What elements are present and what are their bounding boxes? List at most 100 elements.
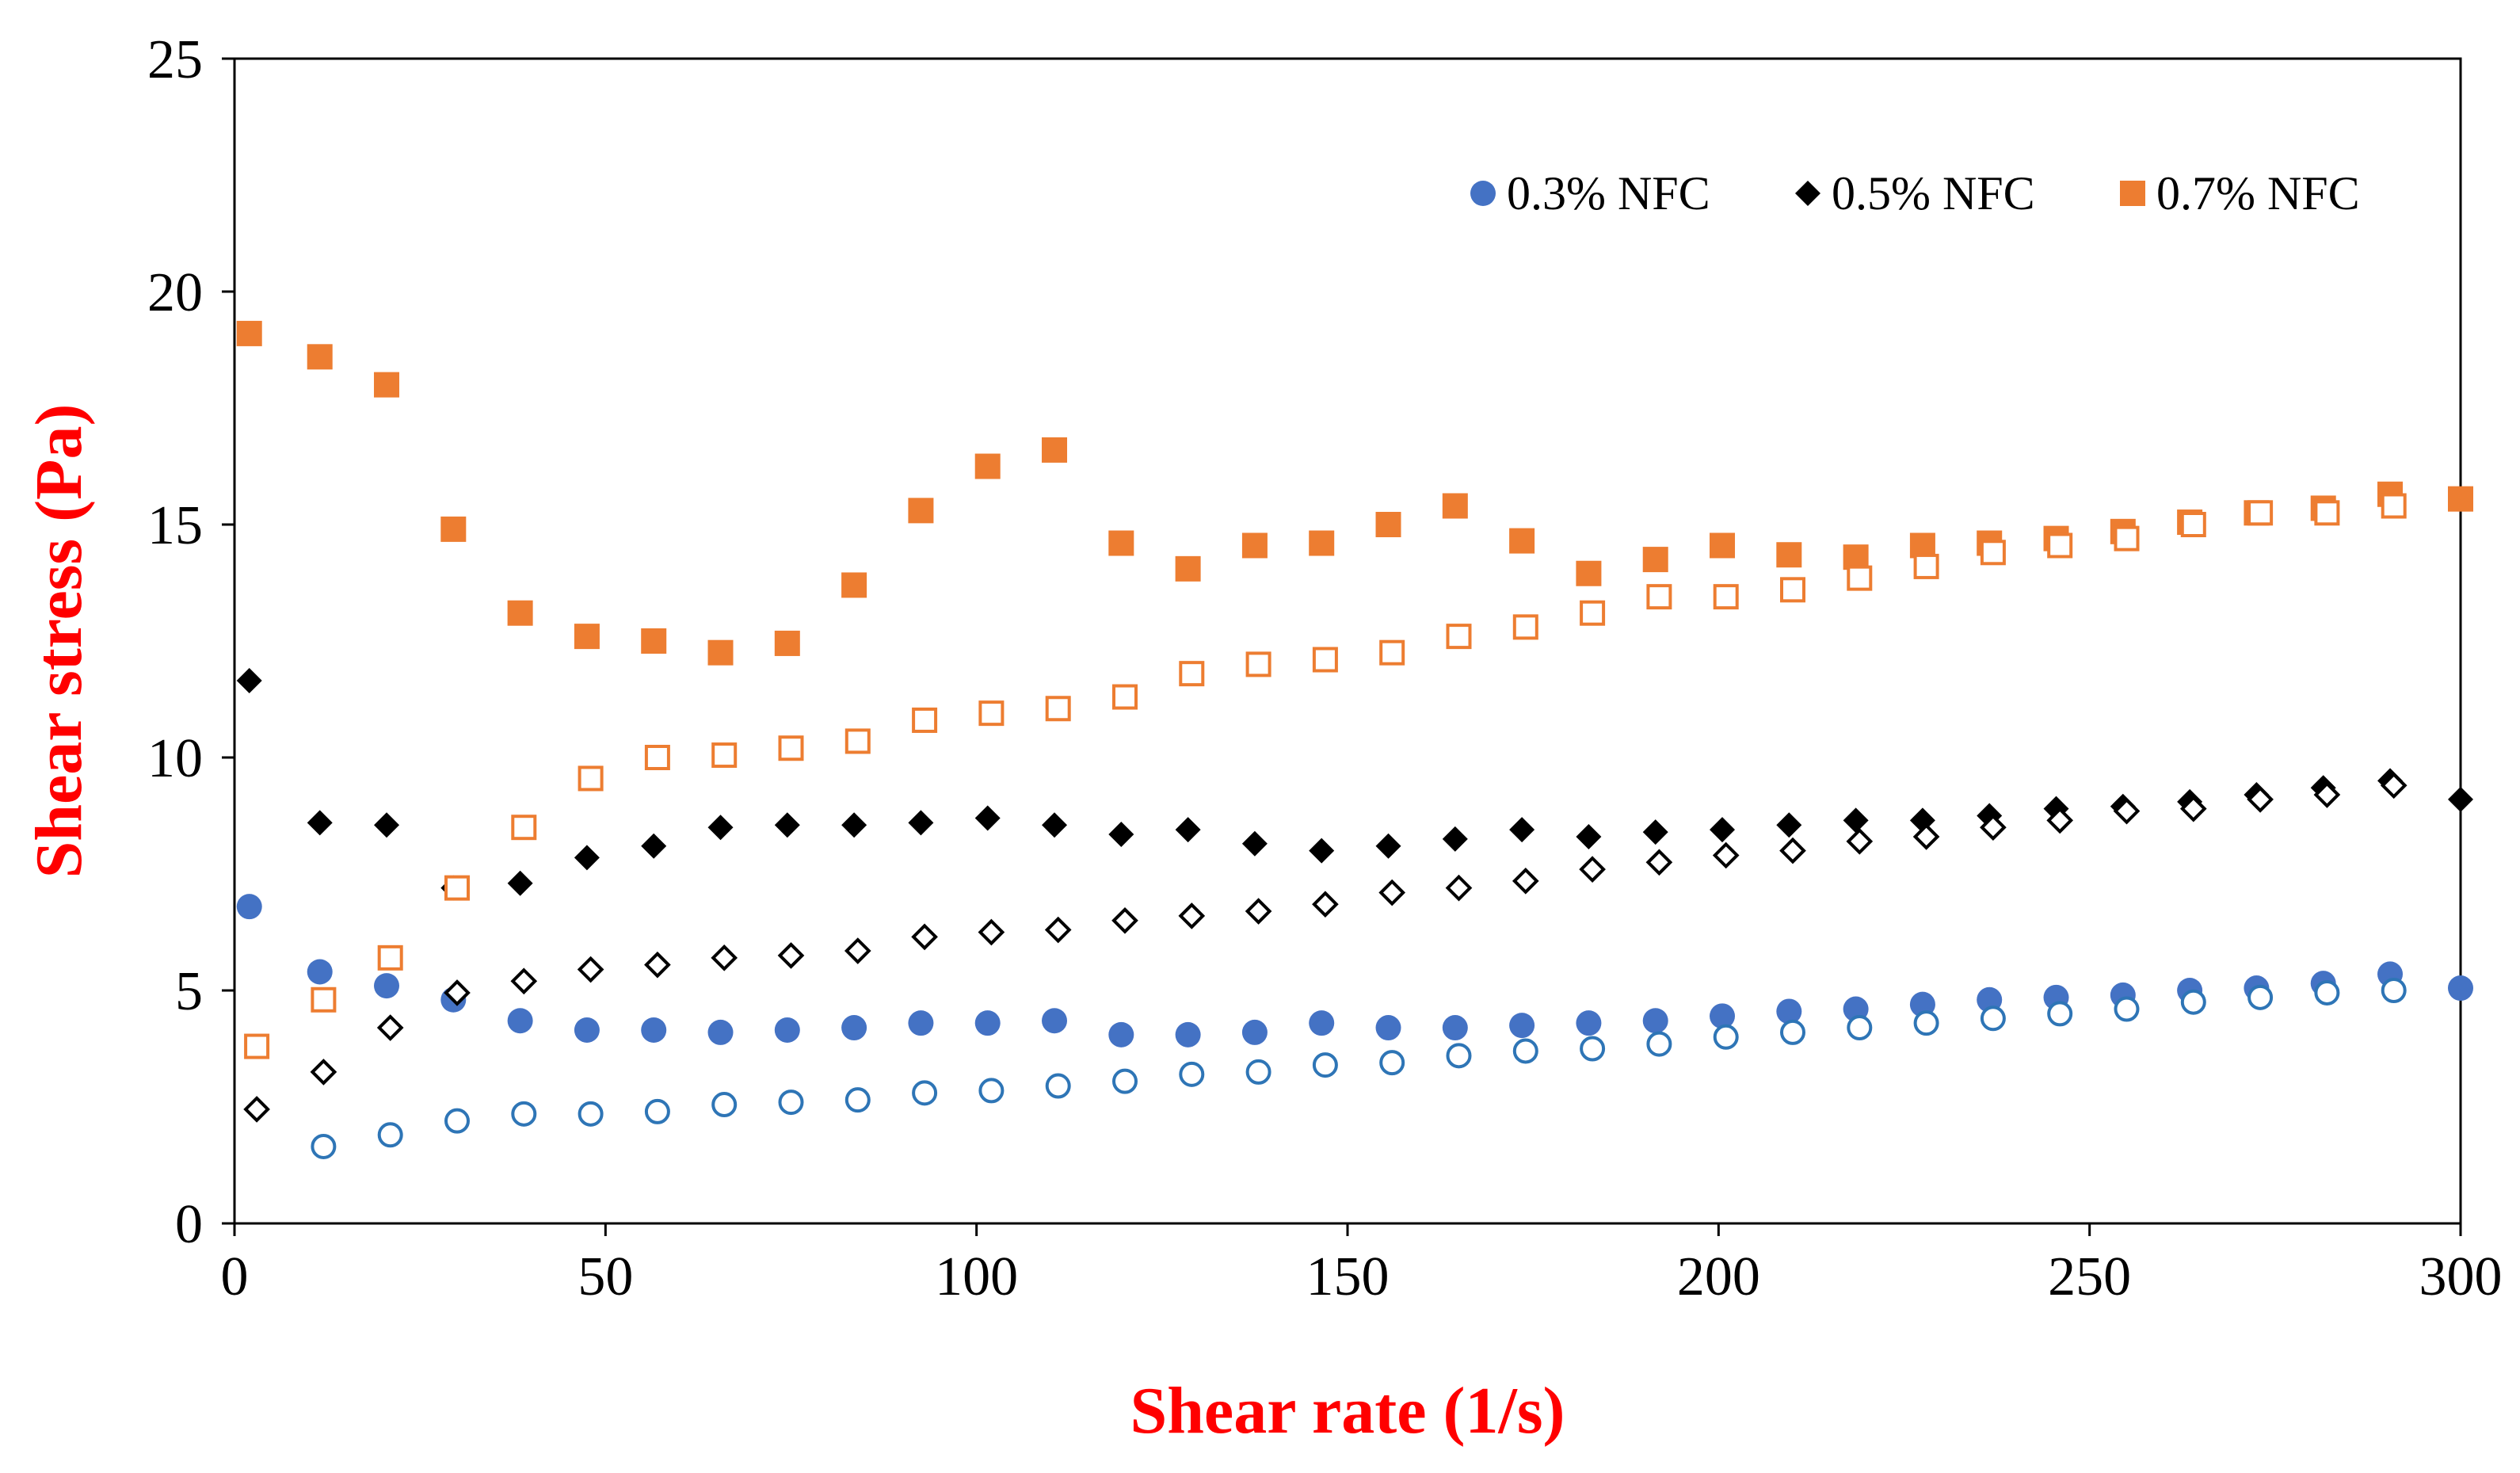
data-point: [1312, 647, 1338, 673]
data-point: [510, 967, 538, 995]
data-point: [1111, 906, 1138, 934]
data-point: [1576, 1010, 1602, 1036]
data-point: [577, 956, 604, 983]
data-point: [1780, 1019, 1805, 1045]
data-point: [574, 624, 600, 650]
x-tick-label: 300: [2419, 1246, 2503, 1307]
data-point: [511, 815, 537, 841]
data-point: [711, 742, 738, 769]
legend-label: 0.5% NFC: [1832, 167, 2035, 219]
data-point: [1045, 696, 1071, 722]
data-point: [1312, 1052, 1338, 1078]
data-point: [1442, 493, 1468, 519]
data-point: [377, 944, 403, 971]
data-point: [2314, 979, 2340, 1006]
data-point: [1980, 1006, 2006, 1032]
data-point: [974, 453, 1001, 479]
data-point: [374, 973, 400, 999]
data-point: [1847, 565, 1873, 591]
legend-item: 0.3% NFC: [1470, 167, 1710, 219]
data-point: [1108, 822, 1134, 848]
series-1: [311, 978, 2407, 1159]
data-point: [1512, 867, 1539, 895]
data-point: [1710, 1003, 1736, 1029]
data-point: [978, 918, 1005, 946]
data-point: [1179, 661, 1205, 687]
data-point: [1710, 817, 1736, 843]
data-point: [2247, 984, 2274, 1010]
legend-marker-circle: [1470, 181, 1496, 206]
data-point: [1509, 1013, 1535, 1039]
data-point: [1576, 823, 1602, 849]
data-point: [1712, 841, 1740, 869]
data-point: [778, 735, 804, 761]
data-point: [444, 875, 470, 901]
data-point: [644, 951, 671, 979]
data-point: [644, 1098, 670, 1124]
data-point: [1175, 555, 1201, 582]
data-point: [243, 1096, 270, 1123]
data-point: [1309, 530, 1335, 556]
data-point: [1512, 1038, 1538, 1064]
data-point: [2448, 975, 2473, 1002]
data-point: [2047, 532, 2073, 559]
data-point: [1913, 553, 1939, 579]
data-point: [2114, 996, 2140, 1022]
data-point: [377, 1122, 403, 1148]
data-point: [2114, 525, 2140, 551]
data-point: [1776, 998, 1802, 1025]
data-point: [1241, 532, 1268, 559]
data-point: [507, 870, 533, 896]
data-point: [1445, 874, 1473, 902]
data-point: [774, 812, 800, 838]
data-point: [707, 639, 734, 666]
data-point: [974, 1010, 1001, 1036]
data-point: [1779, 837, 1806, 864]
data-point: [841, 572, 867, 598]
data-point: [1710, 532, 1736, 559]
x-tick-label: 250: [2048, 1246, 2131, 1307]
data-point: [1913, 1010, 1939, 1036]
data-point: [1776, 812, 1802, 838]
data-point: [1045, 1073, 1071, 1099]
data-point: [1713, 1024, 1739, 1050]
data-point: [1179, 1061, 1205, 1087]
data-point: [1375, 833, 1401, 859]
data-point: [1241, 1019, 1268, 1045]
data-point: [1442, 826, 1468, 852]
data-point: [1245, 651, 1271, 677]
data-point: [644, 745, 670, 770]
data-point: [307, 344, 333, 370]
data-point: [1446, 1043, 1472, 1069]
data-point: [376, 1014, 404, 1041]
data-point: [1509, 528, 1535, 554]
data-point: [641, 833, 667, 859]
legend-item: 0.7% NFC: [2120, 167, 2360, 219]
data-point: [774, 1017, 800, 1043]
axis-ticks: 0 50 100 150 200 250 300 0 5 10 15 20 25: [147, 29, 2503, 1307]
x-tick-label: 100: [935, 1246, 1018, 1307]
data-point: [574, 1017, 600, 1043]
data-point: [2047, 1001, 2073, 1027]
data-point: [1442, 1015, 1468, 1041]
data-point: [444, 979, 471, 1006]
data-point: [507, 1008, 533, 1034]
data-point: [2043, 796, 2069, 822]
data-point: [2448, 786, 2473, 812]
data-point: [2180, 512, 2206, 537]
data-point: [1843, 807, 1869, 834]
data-point: [2113, 797, 2141, 825]
data-point: [1108, 1021, 1134, 1048]
data-point: [1379, 1050, 1405, 1076]
legend: 0.3% NFC 0.5% NFC 0.7% NFC: [1470, 167, 2360, 219]
data-point: [711, 944, 738, 971]
data-point: [1776, 542, 1802, 568]
series-5: [244, 493, 2407, 1059]
data-point: [2314, 500, 2340, 526]
series-3: [243, 772, 2408, 1123]
data-point: [2247, 786, 2274, 813]
data-point: [511, 1101, 537, 1127]
data-point: [844, 1087, 871, 1113]
data-point: [310, 1059, 337, 1086]
data-point: [507, 600, 533, 626]
